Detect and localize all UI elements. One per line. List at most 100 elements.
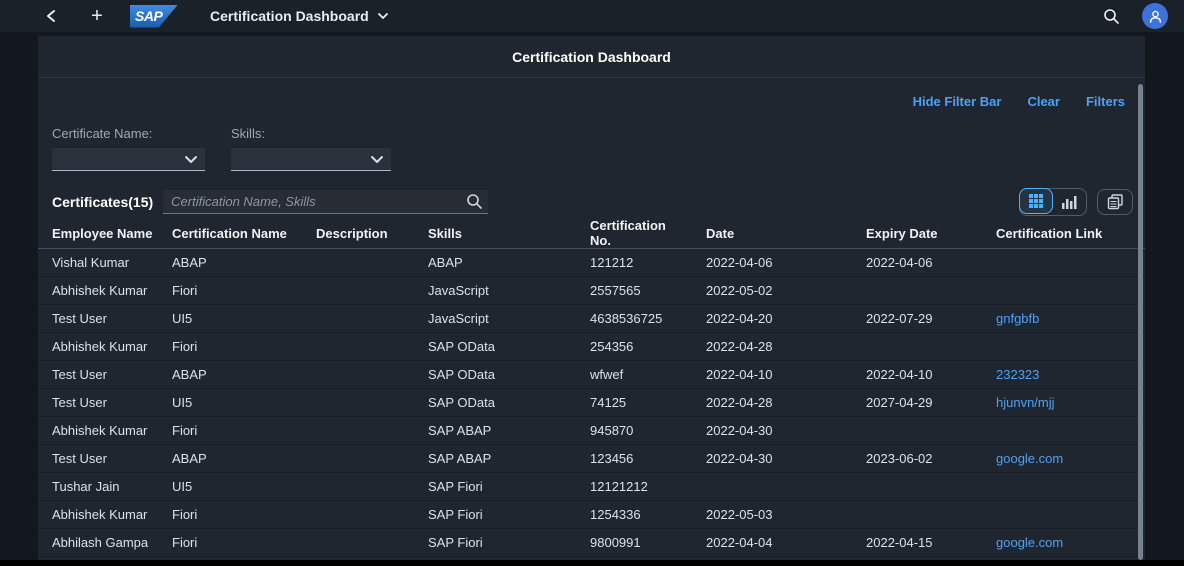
cell-cert-no: 2557565 (582, 276, 698, 305)
table-row[interactable]: Vishal Kumar ABAP ABAP 121212 2022-04-06 2022… (38, 248, 1145, 277)
export-spreadsheet-icon (1107, 193, 1123, 209)
cell-link[interactable]: google.com (988, 444, 1145, 473)
chevron-down-icon (371, 155, 383, 163)
table-row[interactable]: Abhishek Kumar Fiori SAP OData 254356 2022-0… (38, 332, 1145, 361)
export-button[interactable] (1097, 188, 1133, 215)
cell-certification: UI5 (164, 388, 308, 417)
cell-certification: UI5 (164, 472, 308, 501)
certificate-name-filter: Certificate Name: (52, 126, 205, 171)
column-header-description[interactable]: Description (308, 218, 420, 249)
search-icon (467, 193, 482, 209)
cell-description (308, 332, 420, 361)
table-row[interactable]: Test User UI5 JavaScript 4638536725 2022-04-… (38, 304, 1145, 333)
cell-skills: SAP OData (420, 360, 582, 389)
certificate-name-label: Certificate Name: (52, 126, 153, 141)
sap-logo-text: SAP (135, 8, 163, 24)
cell-cert-no: wfwef (582, 360, 698, 389)
grid-table-icon (1029, 193, 1043, 208)
cell-employee: Abhishek Kumar (38, 416, 164, 445)
add-tab-button[interactable]: + (91, 5, 103, 27)
cell-cert-no: 9800991 (582, 528, 698, 557)
cell-description (308, 388, 420, 417)
cell-certification: ABAP (164, 360, 308, 389)
cell-date: 2022-04-04 (698, 528, 858, 557)
avatar[interactable] (1142, 3, 1168, 29)
cell-expiry: 2027-04-29 (858, 388, 988, 417)
table-header-row: Employee Name Certification Name Descrip… (38, 218, 1145, 249)
cell-date (698, 472, 858, 501)
cell-skills: SAP ABAP (420, 444, 582, 473)
chart-view-button[interactable] (1052, 189, 1086, 215)
table-toolbar: Certificates(15) (38, 185, 1145, 218)
column-header-skills[interactable]: Skills (420, 218, 582, 249)
column-header-employee-name[interactable]: Employee Name (38, 218, 164, 249)
table-row[interactable]: Abhishek Kumar Fiori SAP ABAP 945870 2022-04… (38, 416, 1145, 445)
shell-search-button[interactable] (1100, 5, 1122, 27)
cell-expiry: 2023-06-02 (858, 444, 988, 473)
cell-expiry: 2022-04-15 (858, 528, 988, 557)
cell-cert-no: 1254336 (582, 500, 698, 529)
cell-date: 2022-04-20 (698, 304, 858, 333)
hide-filter-bar-button[interactable]: Hide Filter Bar (912, 94, 1002, 109)
cell-certification: Fiori (164, 500, 308, 529)
cell-link[interactable]: 232323 (988, 360, 1145, 389)
cell-employee: Test User (38, 388, 164, 417)
page-header: Certification Dashboard (38, 36, 1145, 78)
cell-skills: SAP Fiori (420, 500, 582, 529)
toolbar-icons (1019, 187, 1133, 216)
table-row[interactable]: Abhishek Kumar Fiori SAP Fiori 1254336 2022-… (38, 500, 1145, 529)
app-title-menu[interactable]: Certification Dashboard (210, 8, 389, 24)
cell-cert-no: 74125 (582, 388, 698, 417)
filter-bar-actions: Hide Filter Bar Clear Filters (913, 94, 1125, 109)
cell-link[interactable]: google.com (988, 528, 1145, 557)
cell-skills: JavaScript (420, 304, 582, 333)
skills-select[interactable] (231, 148, 391, 171)
cell-link (988, 500, 1145, 529)
column-header-certification-link[interactable]: Certification Link (988, 218, 1145, 249)
column-header-certification-no[interactable]: Certification No. (582, 218, 698, 249)
cell-link[interactable]: gnfgbfb (988, 304, 1145, 333)
filter-fields: Certificate Name: Skills: (52, 126, 391, 171)
table-view-button[interactable] (1019, 187, 1053, 214)
table-body: Vishal Kumar ABAP ABAP 121212 2022-04-06 2022… (38, 248, 1145, 557)
shell-actions (1100, 3, 1168, 29)
table-search-button[interactable] (466, 193, 483, 215)
cell-date: 2022-05-03 (698, 500, 858, 529)
table-search-input[interactable] (163, 189, 489, 214)
table-row[interactable]: Abhilash Gampa Fiori SAP Fiori 9800991 2022-… (38, 528, 1145, 557)
cell-expiry (858, 276, 988, 305)
cell-expiry: 2022-04-10 (858, 360, 988, 389)
table-row[interactable]: Tushar Jain UI5 SAP Fiori 12121212 (38, 472, 1145, 501)
view-switch (1019, 187, 1087, 216)
certificate-name-select[interactable] (52, 148, 205, 171)
cell-description (308, 360, 420, 389)
table-row[interactable]: Test User ABAP SAP ABAP 123456 2022-04-30 202… (38, 444, 1145, 473)
cell-expiry (858, 472, 988, 501)
vertical-scrollbar[interactable] (1138, 84, 1143, 560)
filters-button[interactable]: Filters (1085, 94, 1125, 109)
cell-employee: Abhilash Gampa (38, 528, 164, 557)
column-header-date[interactable]: Date (698, 218, 858, 249)
cell-date: 2022-04-06 (698, 248, 858, 277)
cell-expiry (858, 332, 988, 361)
cell-certification: Fiori (164, 528, 308, 557)
cell-cert-no: 254356 (582, 332, 698, 361)
cell-employee: Test User (38, 444, 164, 473)
table-row[interactable]: Test User ABAP SAP OData wfwef 2022-04-10 202… (38, 360, 1145, 389)
cell-description (308, 528, 420, 557)
cell-cert-no: 12121212 (582, 472, 698, 501)
clear-filters-button[interactable]: Clear (1027, 94, 1060, 109)
page-background: Certification Dashboard Hide Filter Bar … (0, 32, 1184, 560)
column-header-expiry-date[interactable]: Expiry Date (858, 218, 988, 249)
back-button[interactable] (40, 5, 62, 27)
table-row[interactable]: Test User UI5 SAP OData 74125 2022-04-28 2027… (38, 388, 1145, 417)
table-search (163, 189, 489, 215)
column-header-certification-name[interactable]: Certification Name (164, 218, 308, 249)
sap-logo[interactable]: SAP (130, 4, 178, 28)
table-row[interactable]: Abhishek Kumar Fiori JavaScript 2557565 2022… (38, 276, 1145, 305)
cell-description (308, 472, 420, 501)
cell-skills: SAP Fiori (420, 528, 582, 557)
cell-description (308, 416, 420, 445)
cell-certification: Fiori (164, 332, 308, 361)
cell-link[interactable]: hjunvn/mjj (988, 388, 1145, 417)
